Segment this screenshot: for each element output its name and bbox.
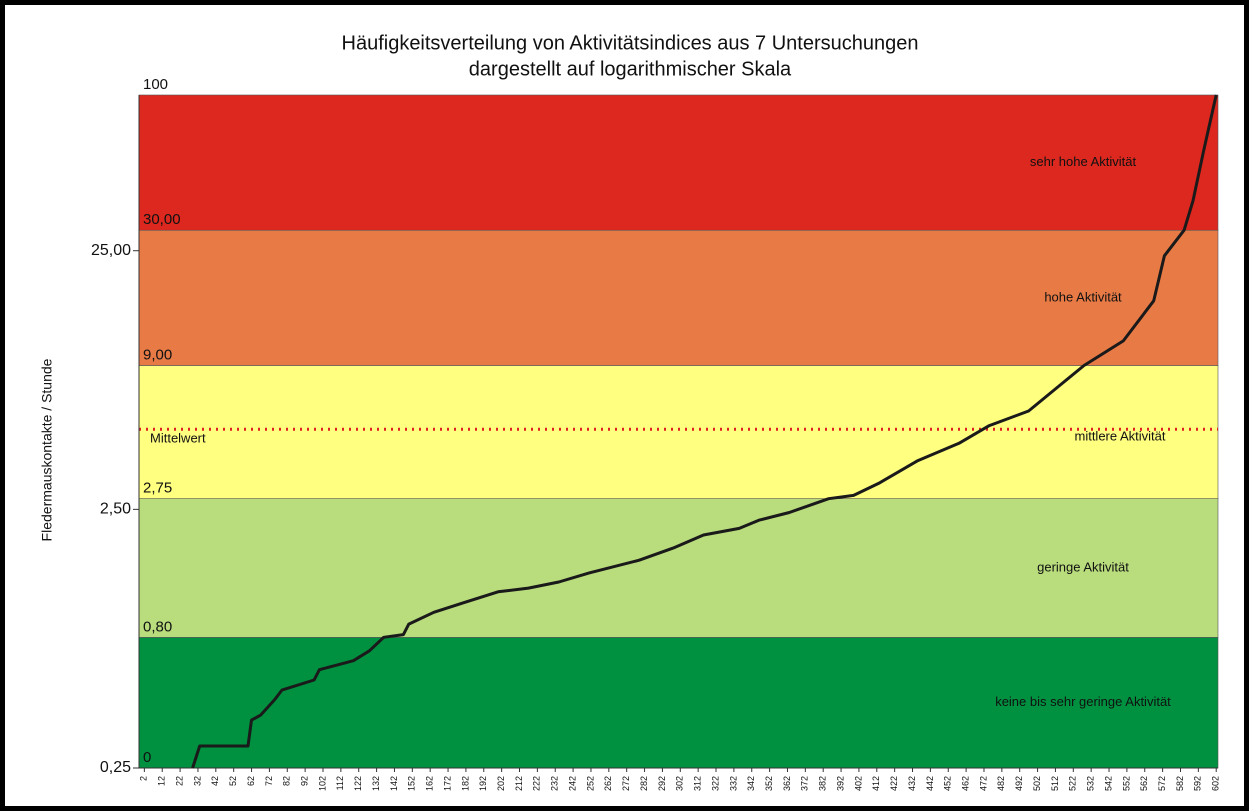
x-tick-label: 432 <box>907 776 917 791</box>
x-tick-label: 142 <box>389 776 399 791</box>
band-boundary-label: 2,75 <box>143 480 172 497</box>
x-tick-label: 202 <box>496 776 506 791</box>
x-tick-label: 52 <box>228 776 238 786</box>
data-line <box>191 94 1218 769</box>
mean-label: Mittelwert <box>150 431 206 446</box>
x-tick-label: 162 <box>425 776 435 791</box>
x-tick-label: 522 <box>1068 776 1078 791</box>
x-tick-label: 232 <box>550 776 560 791</box>
x-tick-label: 502 <box>1032 776 1042 791</box>
x-tick-label: 2 <box>139 776 149 781</box>
activity-band <box>138 94 1219 231</box>
x-tick-label: 302 <box>675 776 685 791</box>
x-tick-label: 582 <box>1175 776 1185 791</box>
x-tick-label: 602 <box>1211 776 1221 791</box>
x-tick-label: 72 <box>264 776 274 786</box>
x-tick-label: 562 <box>1139 776 1149 791</box>
band-name: keine bis sehr geringe Aktivität <box>995 694 1171 709</box>
x-tick-label: 242 <box>567 776 577 791</box>
x-tick-label: 22 <box>174 776 184 786</box>
x-tick-label: 332 <box>728 776 738 791</box>
x-tick-label: 182 <box>460 776 470 791</box>
y-axis-label: Fledermauskontakte / Stunde <box>39 358 55 541</box>
x-tick-label: 212 <box>514 776 524 791</box>
x-tick-label: 362 <box>782 776 792 791</box>
x-tick-label: 62 <box>246 776 256 786</box>
x-tick-label: 352 <box>764 776 774 791</box>
x-tick-label: 312 <box>693 776 703 791</box>
x-tick-label: 492 <box>1014 776 1024 791</box>
band-boundary-label: 0 <box>143 749 151 766</box>
x-tick-label: 482 <box>996 776 1006 791</box>
x-tick-label: 292 <box>657 776 667 791</box>
y-tick-label: 0,25 <box>100 759 131 776</box>
activity-band <box>138 365 1219 499</box>
x-tick-label: 92 <box>300 776 310 786</box>
x-tick-label: 152 <box>407 776 417 791</box>
x-tick-label: 112 <box>335 776 345 790</box>
activity-band <box>138 498 1219 638</box>
y-tick-label: 2,50 <box>100 501 131 518</box>
band-name: hohe Aktivität <box>1044 289 1122 304</box>
x-tick-label: 402 <box>853 776 863 791</box>
x-tick-label: 12 <box>157 776 167 786</box>
x-tick-label: 472 <box>978 776 988 791</box>
x-tick-label: 532 <box>1086 776 1096 791</box>
x-tick-label: 412 <box>871 776 881 791</box>
y-tick-label: 25,00 <box>91 242 131 259</box>
x-tick-label: 572 <box>1157 776 1167 791</box>
x-tick-label: 512 <box>1050 776 1060 791</box>
x-tick-label: 552 <box>1121 776 1131 791</box>
x-tick-label: 252 <box>585 776 595 791</box>
x-tick-label: 122 <box>353 776 363 791</box>
chart-subtitle: dargestellt auf logarithmischer Skala <box>469 58 792 80</box>
x-tick-label: 592 <box>1193 776 1203 791</box>
x-tick-label: 192 <box>478 776 488 791</box>
band-name: geringe Aktivität <box>1037 559 1129 574</box>
x-tick-label: 382 <box>818 776 828 791</box>
x-tick-label: 442 <box>925 776 935 791</box>
x-tick-label: 262 <box>603 776 613 791</box>
x-tick-label: 172 <box>442 776 452 791</box>
x-tick-label: 132 <box>371 776 381 791</box>
x-tick-label: 372 <box>800 776 810 791</box>
band-name: mittlere Aktivität <box>1074 428 1165 443</box>
band-boundary-label: 30,00 <box>143 211 181 228</box>
x-tick-label: 342 <box>746 776 756 791</box>
x-tick-label: 272 <box>621 776 631 791</box>
x-tick-label: 282 <box>639 776 649 791</box>
x-tick-label: 392 <box>835 776 845 791</box>
band-name: sehr hohe Aktivität <box>1030 154 1137 169</box>
band-boundary-label: 0,80 <box>143 618 172 635</box>
x-tick-label: 422 <box>889 776 899 791</box>
band-boundary-label: 9,00 <box>143 346 172 363</box>
x-tick-label: 42 <box>210 776 220 786</box>
x-tick-label: 452 <box>943 776 953 791</box>
chart-title: Häufigkeitsverteilung von Aktivitätsindi… <box>342 32 919 54</box>
x-tick-label: 462 <box>960 776 970 791</box>
band-boundary-label: 100 <box>143 76 168 93</box>
x-tick-label: 102 <box>317 776 327 791</box>
x-tick-label: 322 <box>710 776 720 791</box>
x-tick-label: 82 <box>282 776 292 786</box>
x-tick-label: 32 <box>192 776 202 786</box>
activity-band <box>138 229 1219 366</box>
x-tick-label: 222 <box>532 776 542 791</box>
x-tick-label: 542 <box>1103 776 1113 791</box>
